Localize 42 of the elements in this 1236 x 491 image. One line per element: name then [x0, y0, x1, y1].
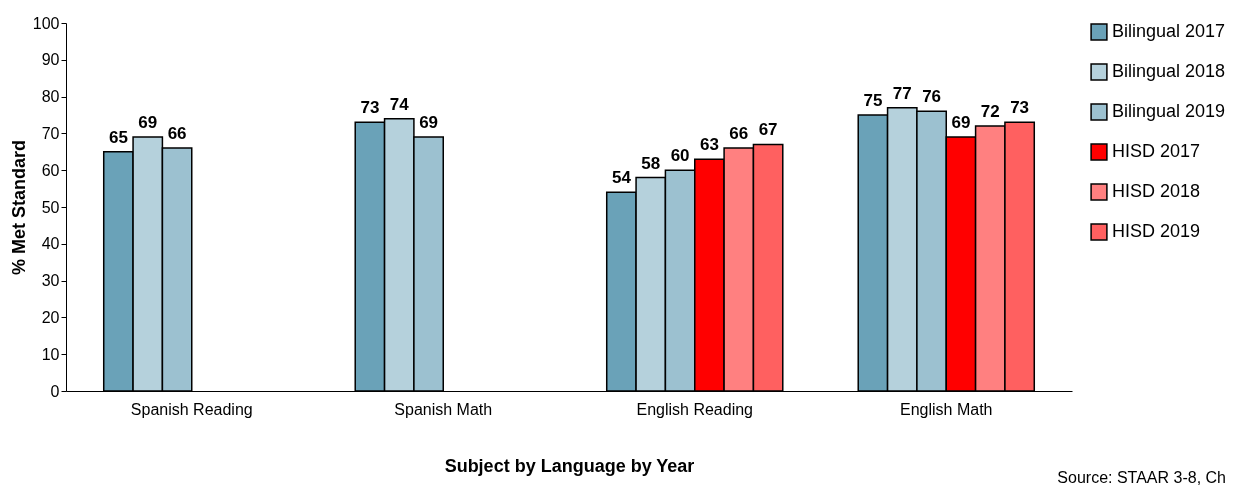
data-label: 69 [138, 113, 158, 133]
x-axis-title: Subject by Language by Year [444, 455, 695, 476]
data-label: 74 [389, 94, 410, 114]
y-tick-label: 50 [41, 198, 60, 216]
data-label: 69 [419, 113, 439, 133]
data-label: 66 [729, 124, 749, 144]
data-label: 58 [641, 153, 661, 173]
legend-label: HISD 2019 [1112, 221, 1201, 241]
data-label: 67 [758, 120, 778, 140]
data-label: 60 [670, 146, 690, 166]
y-tick-label: 100 [32, 14, 60, 32]
legend-label: HISD 2017 [1112, 141, 1201, 161]
y-tick-label: 60 [41, 161, 60, 179]
data-label: 77 [892, 83, 912, 103]
y-tick-label: 80 [41, 88, 60, 106]
data-label: 63 [699, 135, 719, 155]
y-tick-label: 30 [41, 272, 60, 290]
data-label: 72 [980, 102, 1000, 122]
data-label: 65 [108, 127, 128, 147]
data-label: 76 [922, 87, 942, 107]
x-tick-label: English Reading [636, 400, 754, 418]
source-note: Source: STAAR 3-8, Ch [1057, 469, 1226, 486]
y-tick-label: 0 [50, 382, 60, 400]
x-tick-label: Spanish Math [394, 400, 493, 418]
y-tick-label: 90 [41, 51, 60, 69]
data-label: 69 [951, 113, 971, 133]
legend-label: Bilingual 2019 [1112, 101, 1226, 121]
legend-label: HISD 2018 [1112, 181, 1201, 201]
data-label: 66 [167, 124, 187, 144]
x-tick-label: Spanish Reading [130, 400, 253, 418]
legend-label: Bilingual 2017 [1112, 21, 1226, 41]
y-tick-label: 70 [41, 124, 60, 142]
x-tick-label: English Math [900, 400, 993, 418]
legend-label: Bilingual 2018 [1112, 61, 1226, 81]
data-label: 54 [611, 168, 632, 188]
y-tick-label: 40 [41, 235, 60, 253]
y-tick-label: 20 [41, 308, 60, 326]
data-label: 73 [360, 98, 380, 118]
y-tick-label: 10 [41, 345, 60, 363]
data-label: 75 [863, 91, 883, 110]
data-label: 73 [1010, 98, 1030, 118]
y-axis-title: % Met Standard [8, 139, 29, 276]
